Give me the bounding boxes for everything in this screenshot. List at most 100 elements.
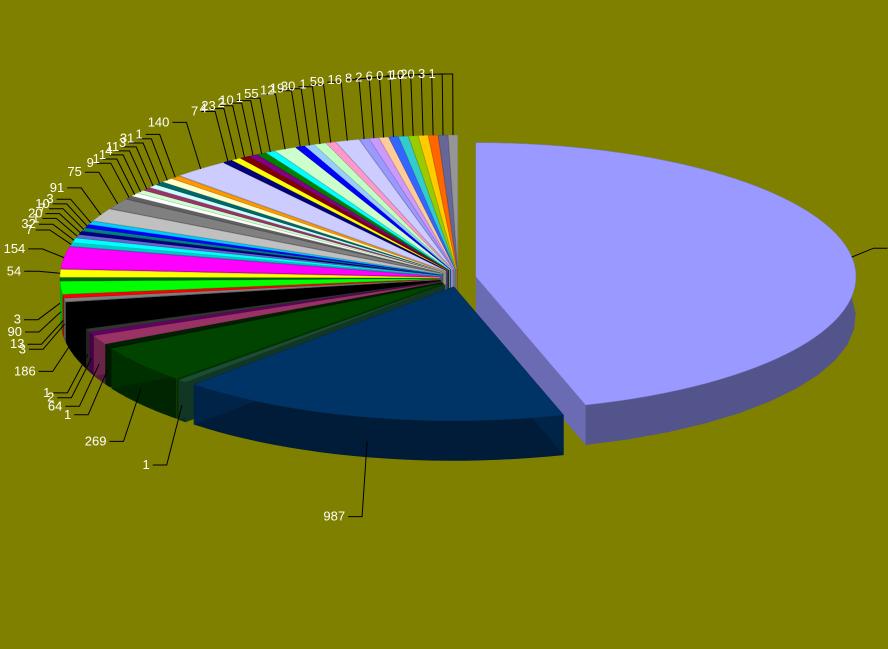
- pie-slice: [63, 279, 441, 302]
- pie-slice: [193, 286, 565, 422]
- data-label: 140: [148, 114, 170, 129]
- data-label: 1: [93, 151, 100, 166]
- leader-line: [122, 146, 154, 187]
- leader-line: [407, 74, 424, 136]
- data-label: 154: [4, 241, 26, 256]
- leader-line: [438, 73, 454, 136]
- data-label: 59: [310, 74, 324, 89]
- data-label: 1: [64, 407, 71, 422]
- leader-line: [209, 108, 237, 160]
- data-label: 64: [48, 398, 62, 413]
- data-label: 6: [366, 69, 373, 84]
- leader-line: [851, 247, 888, 258]
- leader-line: [201, 111, 229, 162]
- data-label: 9: [87, 155, 94, 170]
- leader-line: [57, 357, 93, 399]
- leader-line: [24, 270, 61, 274]
- pie-slice: [110, 283, 444, 380]
- leader-line: [29, 323, 66, 350]
- data-label: 10: [35, 196, 49, 211]
- pie-slice: [137, 190, 444, 273]
- leader-line: [261, 93, 286, 150]
- leader-lines: [24, 73, 888, 518]
- pie-slice: [248, 154, 449, 271]
- leader-line: [145, 133, 176, 178]
- data-label: 1: [43, 385, 50, 400]
- data-label: 30: [281, 79, 295, 94]
- leader-line: [218, 105, 245, 158]
- leader-line: [355, 78, 375, 139]
- data-label: 10: [219, 93, 233, 108]
- leader-line: [309, 84, 332, 143]
- data-label: 54: [7, 263, 21, 278]
- pie-slice: [109, 199, 443, 274]
- leader-line: [49, 208, 85, 230]
- leader-line: [348, 441, 368, 518]
- pie-slice: [368, 137, 455, 270]
- pie-slice: [93, 281, 442, 345]
- data-label: 13: [10, 336, 24, 351]
- pie-slice: [171, 175, 446, 272]
- pie-slice: [59, 277, 441, 282]
- pie-slice-side: [193, 384, 564, 461]
- data-label: 19: [270, 81, 284, 96]
- leader-line: [386, 75, 404, 137]
- leader-line: [65, 363, 100, 407]
- data-label: 1: [135, 126, 142, 141]
- leader-line: [287, 88, 310, 146]
- leader-line: [74, 369, 109, 416]
- leader-line: [227, 102, 254, 156]
- data-label: 12: [260, 83, 274, 98]
- leader-line: [24, 302, 61, 321]
- data-label: 7: [191, 104, 198, 119]
- pie-slice: [418, 135, 457, 270]
- leader-line: [246, 97, 271, 152]
- data-label: 3: [14, 312, 21, 327]
- leader-line: [35, 229, 72, 245]
- leader-line: [129, 142, 161, 184]
- leader-line: [365, 77, 385, 138]
- pie-slice: [59, 278, 441, 295]
- data-label: 1: [142, 457, 149, 472]
- leader-line: [38, 339, 75, 372]
- data-label: 20: [400, 66, 414, 81]
- leader-line: [28, 248, 65, 259]
- leader-line: [56, 198, 92, 224]
- pie-slice-wall: [475, 276, 586, 445]
- pie-slices-top: [59, 134, 857, 422]
- leader-line: [109, 388, 142, 442]
- data-label: 4: [200, 101, 207, 116]
- data-label: 31: [120, 131, 134, 146]
- leader-line: [109, 154, 142, 192]
- data-label: 4: [105, 143, 112, 158]
- leader-line: [236, 100, 263, 154]
- leader-line: [428, 73, 444, 136]
- data-label: 3: [19, 341, 26, 356]
- data-label: 3: [119, 135, 126, 150]
- data-label: 20: [28, 206, 42, 221]
- data-labels: 2686987126916421186313903541547321207103…: [4, 66, 436, 524]
- data-label: 7: [39, 201, 46, 216]
- leader-line: [38, 223, 75, 241]
- data-label: 2: [217, 95, 224, 110]
- data-label: 1: [32, 210, 39, 225]
- leader-line: [298, 86, 321, 144]
- pie-slice: [65, 280, 441, 329]
- leader-line: [277, 90, 301, 147]
- leader-line: [396, 74, 414, 136]
- leader-line: [102, 158, 136, 195]
- data-label: 987: [323, 509, 345, 524]
- data-label: 11: [106, 139, 120, 154]
- data-label: 7: [26, 222, 33, 237]
- data-label: 32: [21, 216, 35, 231]
- leader-line: [152, 404, 183, 466]
- leader-line: [42, 217, 78, 237]
- data-label: 90: [8, 324, 22, 339]
- leader-line: [375, 76, 394, 137]
- data-label: 3: [46, 191, 53, 206]
- pie-slice: [325, 141, 453, 270]
- data-label: 2: [47, 390, 54, 405]
- leader-line: [345, 79, 365, 140]
- leader-line: [25, 311, 62, 333]
